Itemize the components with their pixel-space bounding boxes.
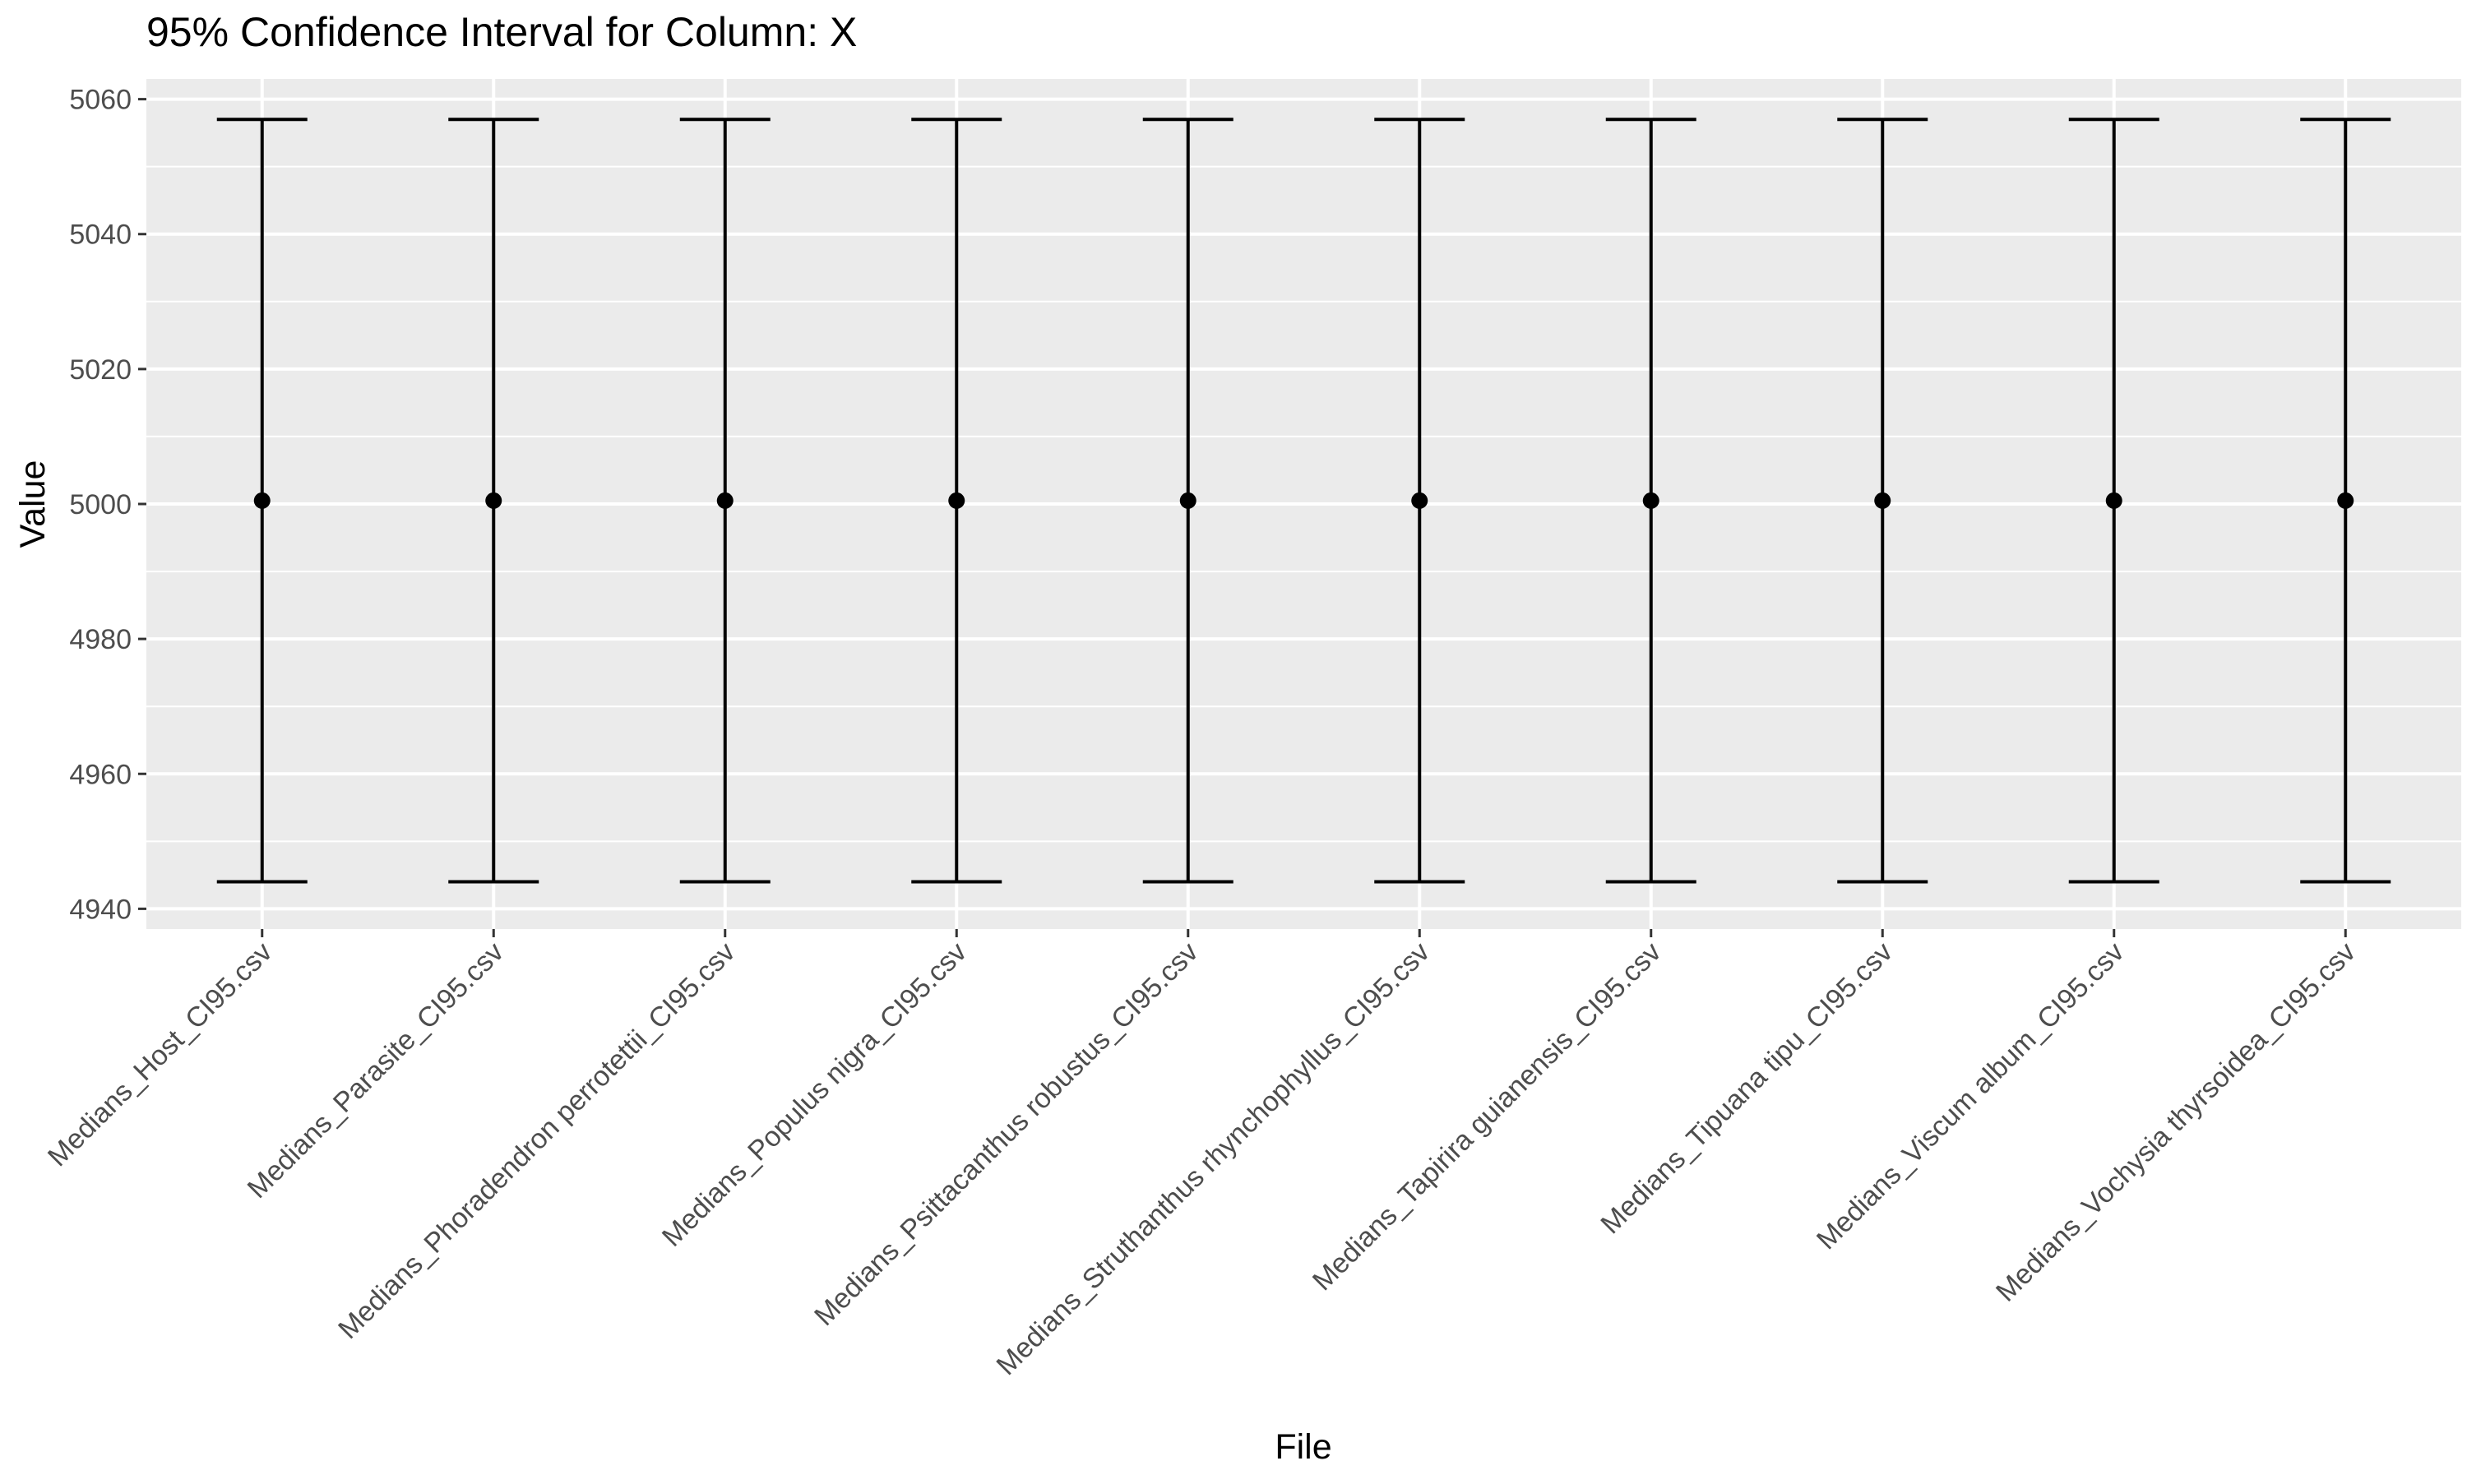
y-tick-label: 4980 [69, 624, 132, 655]
center-point [485, 492, 502, 509]
center-point [1642, 492, 1659, 509]
y-tick-label: 4940 [69, 894, 132, 925]
y-tick-label: 5040 [69, 220, 132, 251]
x-tick-label: Medians_Phoradendron perrotettii_CI95.cs… [332, 936, 741, 1345]
center-point [253, 492, 271, 509]
chart-title: 95% Confidence Interval for Column: X [146, 9, 858, 55]
center-point [1411, 492, 1428, 509]
y-axis-ticks: 4940 4960 4980 5000 5020 5040 5060 [69, 85, 146, 925]
y-tick-label: 5000 [69, 489, 132, 520]
x-tick-label: Medians_Struthanthus rhynchophyllus_CI95… [991, 936, 1436, 1381]
center-point [2105, 492, 2122, 509]
x-axis-tick-labels: Medians_Host_CI95.csvMedians_Parasite_CI… [42, 936, 2362, 1381]
center-point [948, 492, 965, 509]
x-axis-title: File [1275, 1427, 1331, 1467]
y-tick-label: 4960 [69, 759, 132, 790]
x-tick-label: Medians_Vochysia thyrsoidea_CI95.csv [1990, 936, 2362, 1308]
y-tick-label: 5020 [69, 354, 132, 386]
center-point [716, 492, 734, 509]
y-tick-label: 5060 [69, 85, 132, 116]
center-point [2337, 492, 2354, 509]
x-tick-label: Medians_Psittacanthus robustus_CI95.csv [808, 936, 1204, 1332]
x-tick-marks [261, 929, 2347, 937]
center-point [1874, 492, 1891, 509]
data-marks [216, 118, 2391, 884]
x-tick-label: Medians_Parasite_CI95.csv [242, 936, 510, 1204]
y-axis-title: Value [13, 460, 53, 548]
x-tick-label: Medians_Host_CI95.csv [42, 936, 278, 1172]
center-point [1179, 492, 1196, 509]
